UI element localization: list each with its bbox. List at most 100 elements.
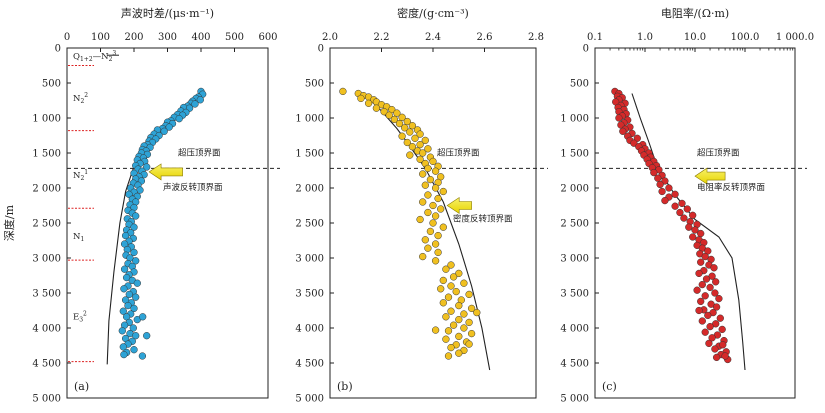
data-point bbox=[661, 196, 669, 205]
y-tick-label: 1 000 bbox=[32, 114, 61, 125]
data-point bbox=[121, 231, 130, 240]
panel-label: (a) bbox=[74, 380, 89, 393]
data-point bbox=[693, 286, 701, 294]
data-point bbox=[175, 115, 183, 123]
data-point bbox=[357, 94, 365, 103]
x-tick-label: 2.0 bbox=[322, 32, 338, 43]
y-tick-label: 3 500 bbox=[32, 289, 61, 300]
data-point bbox=[702, 275, 711, 283]
data-point bbox=[437, 205, 445, 213]
data-point bbox=[444, 352, 453, 360]
data-point bbox=[424, 244, 432, 252]
data-point bbox=[721, 352, 729, 360]
data-point bbox=[706, 322, 714, 331]
data-point bbox=[132, 212, 140, 220]
y-tick-label: 2 000 bbox=[32, 184, 61, 195]
data-point bbox=[689, 211, 697, 219]
data-point bbox=[716, 314, 724, 322]
data-point bbox=[698, 280, 706, 289]
data-point bbox=[455, 349, 463, 357]
data-point bbox=[431, 212, 440, 220]
data-point bbox=[712, 278, 720, 286]
data-point bbox=[685, 223, 693, 231]
data-point bbox=[419, 149, 427, 157]
data-point bbox=[421, 136, 429, 145]
y-tick-label: 500 bbox=[42, 79, 61, 90]
reversal-label: 声波反转顶界面 bbox=[163, 182, 223, 193]
y-tick-label: 4 000 bbox=[32, 324, 61, 335]
data-point bbox=[467, 304, 476, 313]
data-point bbox=[429, 201, 437, 210]
data-point bbox=[630, 139, 638, 147]
data-point bbox=[689, 233, 697, 241]
data-point bbox=[697, 258, 705, 266]
data-point bbox=[403, 138, 411, 147]
data-point bbox=[426, 175, 435, 184]
data-point bbox=[712, 353, 721, 362]
data-point bbox=[120, 265, 129, 273]
data-point bbox=[447, 261, 455, 269]
x-tick-label: 500 bbox=[225, 32, 244, 43]
data-point bbox=[130, 346, 138, 354]
x-tick-label: 200 bbox=[124, 32, 143, 43]
data-point bbox=[429, 157, 437, 166]
data-point bbox=[671, 202, 679, 210]
data-point bbox=[455, 269, 463, 278]
data-point bbox=[419, 252, 427, 261]
data-point bbox=[711, 345, 719, 353]
data-point bbox=[691, 226, 699, 234]
data-point bbox=[395, 119, 404, 128]
y-tick-label: 2 500 bbox=[32, 219, 61, 230]
data-point bbox=[708, 334, 716, 342]
y-tick-label: 1 000 bbox=[295, 114, 324, 125]
data-point bbox=[416, 130, 424, 138]
data-point bbox=[650, 168, 658, 177]
chart-title: 电阻率/(Ω·m) bbox=[661, 6, 729, 20]
y-tick-label: 5 000 bbox=[295, 394, 324, 405]
data-point bbox=[437, 285, 445, 293]
data-point bbox=[460, 310, 468, 318]
horizon-label: N22 bbox=[73, 92, 88, 105]
data-point bbox=[431, 167, 440, 175]
data-point bbox=[710, 264, 718, 272]
y-tick-label: 1 500 bbox=[560, 149, 589, 160]
x-tick-label: 2.8 bbox=[528, 32, 544, 43]
data-point bbox=[465, 318, 473, 327]
data-point bbox=[654, 174, 662, 182]
y-tick-label: 1 000 bbox=[560, 114, 589, 125]
data-point bbox=[460, 279, 468, 287]
x-tick-label: 2.2 bbox=[374, 32, 390, 43]
data-point bbox=[447, 282, 455, 290]
data-point bbox=[380, 108, 388, 116]
y-tick-label: 5 000 bbox=[32, 394, 61, 405]
data-point bbox=[658, 187, 666, 196]
y-tick-label: 4 000 bbox=[295, 324, 324, 335]
data-point bbox=[431, 240, 440, 248]
x-tick-label: 300 bbox=[158, 32, 177, 43]
x-tick-label: 0.1 bbox=[587, 32, 603, 43]
data-point bbox=[701, 292, 709, 300]
data-point bbox=[455, 301, 463, 310]
data-point bbox=[403, 117, 411, 126]
data-point bbox=[431, 257, 440, 265]
y-tick-label: 0 bbox=[55, 44, 61, 55]
reversal-arrow bbox=[148, 163, 183, 181]
data-point bbox=[442, 265, 450, 273]
data-point bbox=[449, 321, 458, 329]
data-point bbox=[676, 208, 684, 217]
data-point bbox=[671, 190, 679, 198]
data-point bbox=[431, 326, 440, 334]
data-point bbox=[619, 127, 627, 135]
data-point bbox=[695, 269, 703, 278]
data-point bbox=[385, 111, 393, 119]
data-point bbox=[143, 163, 151, 171]
data-point bbox=[698, 317, 706, 325]
data-point bbox=[124, 301, 132, 310]
data-point bbox=[424, 145, 432, 153]
data-point bbox=[398, 113, 406, 121]
chart-title: 声波时差/(μs·m⁻¹) bbox=[121, 6, 214, 20]
data-point bbox=[452, 287, 460, 296]
data-point bbox=[196, 96, 204, 104]
data-point bbox=[139, 313, 147, 321]
